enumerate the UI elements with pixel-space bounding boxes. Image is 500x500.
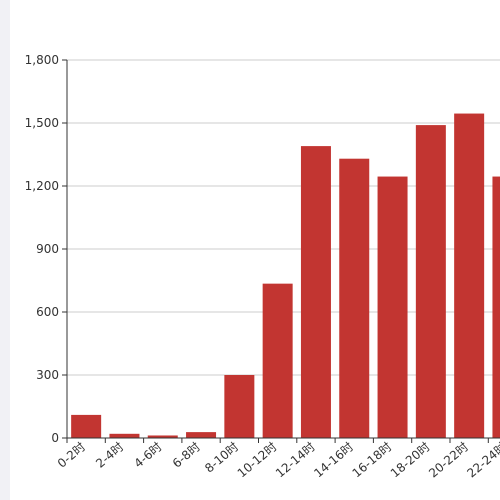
x-tick-label: 2-4时 <box>93 440 126 471</box>
bar <box>109 433 140 438</box>
x-tick-label: 14-16时 <box>311 440 356 481</box>
x-tick-label: 12-14时 <box>273 440 318 481</box>
y-tick-label: 0 <box>51 431 59 445</box>
bar <box>454 113 485 439</box>
x-tick-label: 20-22时 <box>426 440 471 481</box>
x-tick-label: 10-12时 <box>235 440 280 481</box>
y-tick-label: 900 <box>36 242 59 256</box>
y-tick-label: 1,500 <box>25 116 59 130</box>
y-tick-label: 600 <box>36 305 59 319</box>
x-tick-label: 4-6时 <box>131 440 164 471</box>
bar <box>339 158 370 438</box>
y-tick-label: 300 <box>36 368 59 382</box>
bar <box>224 375 255 438</box>
y-tick-label: 1,800 <box>25 53 59 67</box>
bar <box>147 435 178 438</box>
x-tick-label: 6-8时 <box>170 440 203 471</box>
bar <box>415 125 446 438</box>
bar <box>377 176 408 439</box>
bar <box>300 146 331 438</box>
x-tick-label: 16-18时 <box>350 440 395 481</box>
x-tick-label: 22-24时 <box>464 440 500 481</box>
bar <box>71 414 102 438</box>
y-tick-label: 1,200 <box>25 179 59 193</box>
bar <box>492 176 500 439</box>
x-tick-label: 18-20时 <box>388 440 433 481</box>
left-strip <box>0 0 10 500</box>
bar <box>262 283 293 438</box>
x-tick-label: 0-2时 <box>55 440 88 471</box>
bar <box>186 432 217 438</box>
